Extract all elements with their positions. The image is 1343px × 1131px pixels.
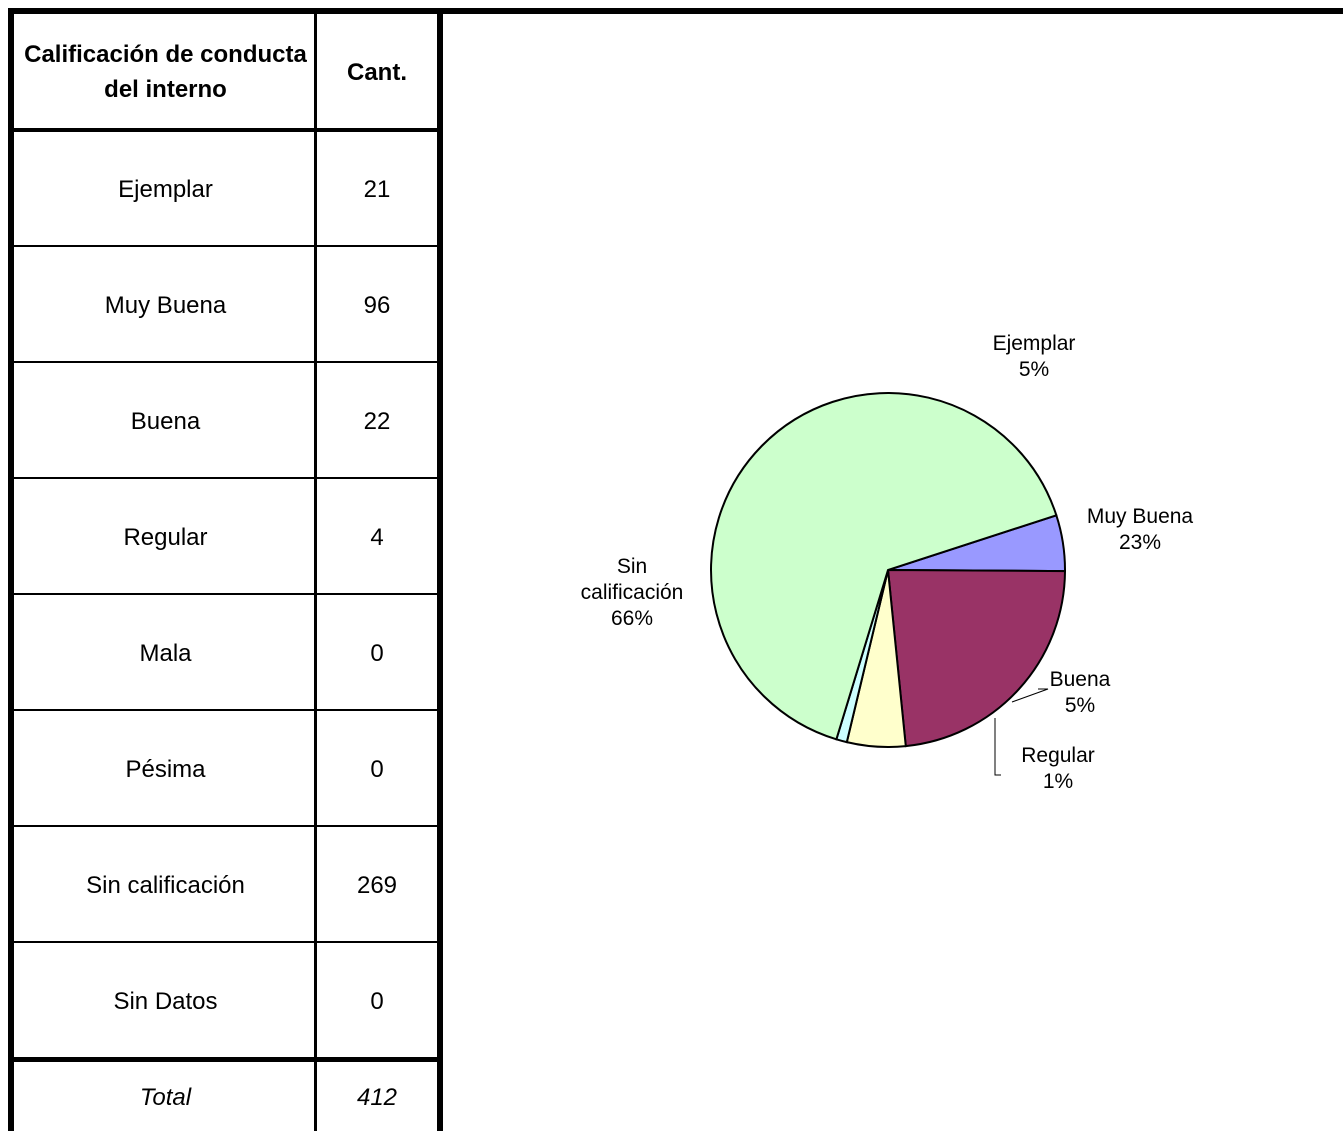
row-divider — [8, 245, 440, 247]
table-total-label: Total — [139, 1084, 192, 1111]
table-column-divider — [314, 8, 317, 1131]
table-row-label: Buena — [130, 407, 201, 435]
table-header-category: Calificación de conducta del interno — [14, 14, 317, 130]
table-total-value: 412 — [356, 1084, 398, 1111]
table-row-value: 22 — [363, 407, 391, 435]
pie-label: Buena 5% — [1050, 668, 1111, 717]
row-divider — [8, 825, 440, 827]
table-row-value: 0 — [370, 755, 384, 783]
table-row-label: Mala — [139, 639, 192, 667]
header-bottom-border — [8, 128, 440, 132]
row-divider — [8, 593, 440, 595]
header-category-label: Calificación de conducta del interno — [24, 41, 307, 103]
pie-slices — [710, 392, 1067, 748]
table-right-border — [437, 8, 443, 1131]
pie-slice-muy-buena — [886, 568, 1067, 748]
table-row-value: 96 — [363, 291, 391, 319]
table-row-label: Pésima — [125, 755, 206, 783]
table-row-label: Sin calificación — [86, 871, 245, 899]
table-row-value: 4 — [370, 523, 384, 551]
leader-line — [1011, 688, 1049, 703]
table-row-label: Muy Buena — [104, 291, 227, 319]
pie-chart: Ejemplar 5% Muy Buena 23% Buena 5% Regular 1% Si… — [581, 332, 1194, 793]
table-row-value: 0 — [370, 639, 384, 667]
table-row-label: Ejemplar — [118, 175, 213, 203]
table-row-value: 0 — [370, 987, 384, 1015]
header-count-label: Cant. — [347, 58, 407, 86]
pie-label: Regular 1% — [1021, 744, 1095, 793]
pie-label: Muy Buena 23% — [1087, 505, 1194, 554]
leader-line — [994, 718, 1001, 776]
table-row-value: 269 — [356, 871, 398, 899]
pie-leader-lines — [994, 688, 1049, 776]
pie-label: Sin calificación 66% — [581, 555, 684, 630]
total-top-border — [8, 1057, 440, 1062]
pie-slice-sin-calificación — [710, 392, 1058, 741]
pie-label: Ejemplar 5% — [993, 332, 1076, 381]
data-table: Calificación de conducta del interno Can… — [8, 8, 443, 1131]
row-divider — [8, 709, 440, 711]
row-divider — [8, 477, 440, 479]
table-row-value: 21 — [363, 175, 391, 203]
table-header-count: Cant. — [317, 14, 437, 130]
row-divider — [8, 941, 440, 943]
pie-labels: Ejemplar 5% Muy Buena 23% Buena 5% Regular 1% Si… — [581, 332, 1194, 793]
table-row-label: Regular — [123, 523, 208, 551]
row-divider — [8, 361, 440, 363]
table-row-label: Sin Datos — [113, 987, 218, 1015]
figure-frame — [8, 8, 1343, 1131]
